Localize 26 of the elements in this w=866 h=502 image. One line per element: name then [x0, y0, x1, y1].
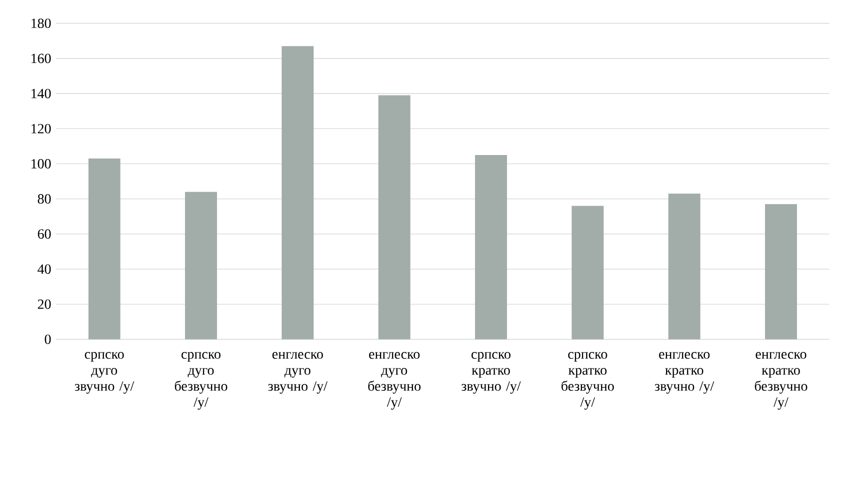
bar: [378, 95, 410, 340]
y-tick-label: 40: [38, 264, 51, 274]
x-tick-label: енглеско кратко безвучно /у/: [754, 352, 808, 410]
y-tick-label: 20: [38, 299, 51, 309]
bar: [282, 46, 314, 340]
bar: [475, 154, 507, 340]
x-tick-label: енглеско дуго звучно /у/: [268, 352, 328, 394]
x-tick-label: српско дуго безвучно /у/: [174, 352, 228, 410]
y-tick-label: 180: [32, 18, 51, 28]
bar: [668, 194, 700, 340]
x-tick-label: српско кратко звучно /у/: [462, 352, 521, 394]
bar: [764, 204, 797, 340]
x-tick-label: српско кратко безвучно /у/: [562, 352, 614, 410]
y-tick-label: 80: [38, 194, 51, 204]
x-tick-label: енглеско кратко звучно /у/: [654, 352, 714, 394]
bar: [88, 158, 120, 340]
y-tick-label: 0: [44, 334, 51, 344]
x-tick-label: енглеско дуго безвучно /у/: [368, 352, 421, 410]
bar: [185, 192, 218, 340]
y-tick-label: 100: [32, 159, 51, 168]
bar: [572, 206, 604, 340]
y-tick-label: 120: [32, 124, 51, 134]
y-tick-label: 60: [38, 229, 51, 239]
y-tick-label: 140: [32, 88, 51, 98]
x-tick-label: српско дуго звучно /у/: [74, 352, 134, 394]
y-tick-label: 160: [32, 54, 51, 64]
